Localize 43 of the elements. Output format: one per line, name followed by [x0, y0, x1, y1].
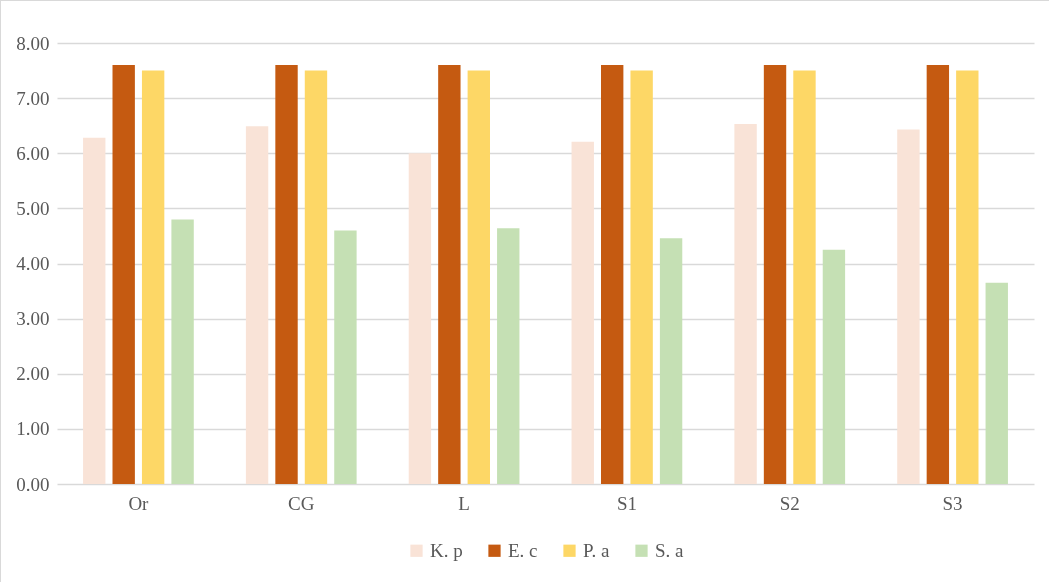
bar — [630, 70, 653, 484]
x-tick-label: S1 — [616, 492, 637, 514]
y-tick-label: 7.00 — [16, 87, 50, 109]
legend-label: K. p — [430, 539, 463, 561]
bar — [926, 65, 950, 484]
bar — [734, 124, 757, 484]
y-tick-label: 4.00 — [16, 253, 50, 274]
bar — [275, 65, 298, 484]
x-tick-label: CG — [288, 492, 315, 514]
bar — [601, 65, 624, 484]
bar — [793, 70, 816, 484]
bar — [438, 65, 461, 484]
bar — [467, 70, 490, 484]
bar — [245, 126, 269, 484]
y-tick-label: 0.00 — [16, 473, 50, 495]
y-tick-label: 6.00 — [16, 142, 50, 164]
legend-label: S. a — [655, 539, 685, 561]
x-tick-label: L — [458, 492, 470, 514]
bar — [497, 228, 520, 484]
bar — [985, 282, 1008, 484]
bar — [304, 70, 328, 484]
x-tick-label: S3 — [942, 492, 963, 514]
bar — [171, 219, 194, 484]
bar — [408, 153, 432, 484]
y-tick-label: 3.00 — [16, 308, 50, 330]
bar — [112, 65, 135, 484]
legend-label: P. a — [583, 539, 610, 561]
y-tick-label: 2.00 — [16, 363, 50, 385]
y-tick-label: 5.00 — [16, 197, 50, 219]
bar — [763, 65, 787, 484]
bar — [334, 230, 357, 484]
y-tick-label: 1.00 — [16, 418, 50, 440]
bar — [659, 238, 683, 484]
x-tick-label: S2 — [779, 492, 800, 514]
bar — [956, 70, 979, 484]
bar — [571, 141, 594, 484]
bar — [83, 137, 106, 484]
bar — [897, 129, 920, 484]
bar — [822, 249, 846, 484]
legend-label: E. c — [508, 539, 538, 561]
x-tick-label: Or — [128, 492, 150, 514]
bar — [141, 70, 165, 484]
y-tick-label: 8.00 — [16, 32, 50, 54]
